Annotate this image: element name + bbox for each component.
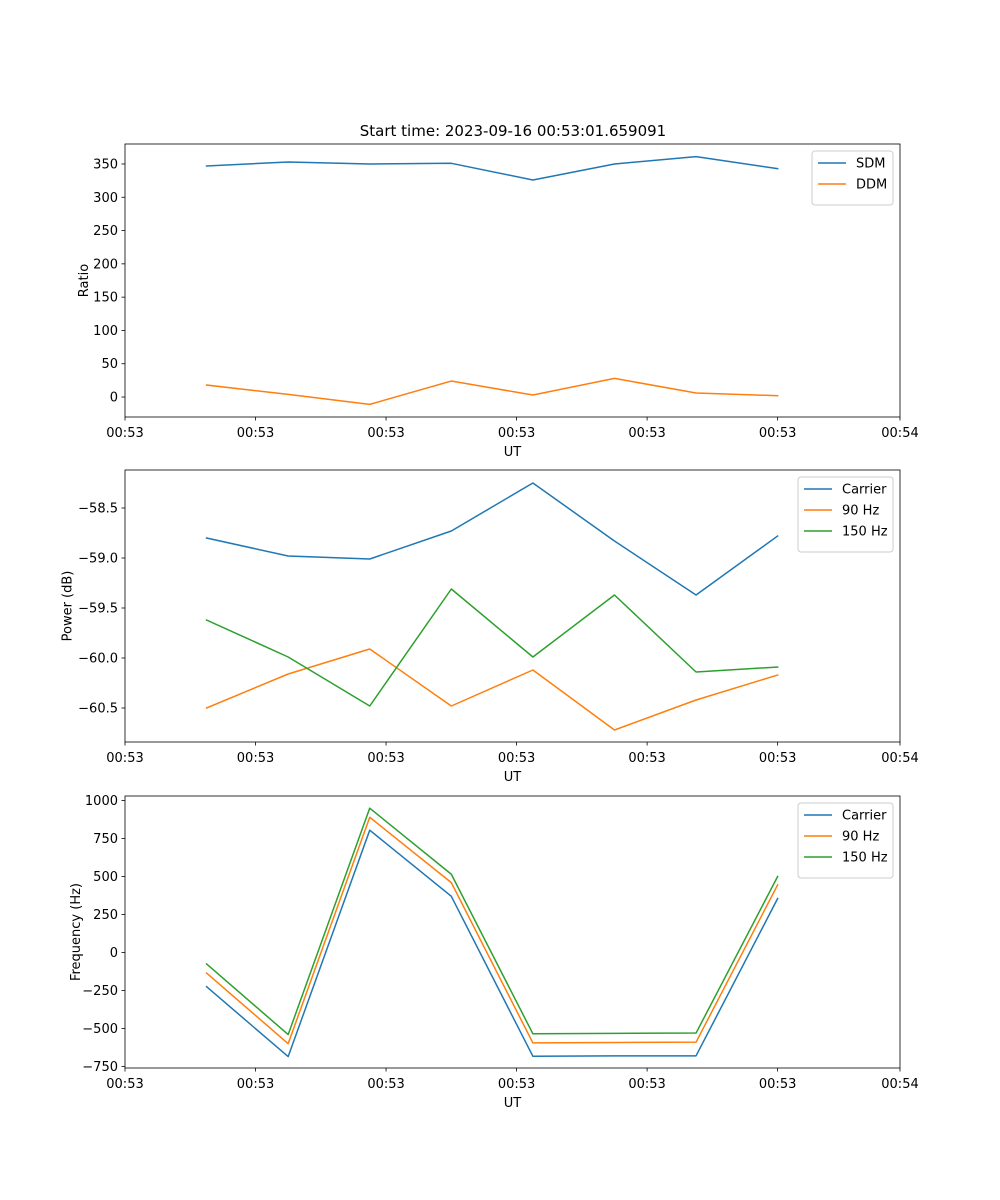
y-tick-label: 1000	[85, 794, 118, 809]
series-line-90-hz	[205, 648, 779, 731]
x-tick-label: 00:53	[106, 1077, 143, 1092]
x-tick-label: 00:53	[498, 751, 535, 766]
x-tick-label: 00:53	[106, 426, 143, 441]
subplot-3: 00:53 00:53 00:53 00:53 00:53 00:53 00:54 −750 −…	[69, 794, 919, 1111]
legend-box	[797, 476, 894, 553]
x-tick-label: 00:54	[881, 426, 918, 441]
x-tick-label: 00:54	[881, 1077, 918, 1092]
series-line-sdm	[205, 155, 779, 181]
y-tick-label: 100	[93, 324, 118, 339]
series-line-carrier	[205, 482, 779, 596]
x-tick-label: 00:53	[237, 426, 274, 441]
y-tick-label: 750	[93, 832, 118, 847]
x-tick-label: 00:53	[367, 751, 404, 766]
legend-box	[797, 802, 894, 879]
legend-label: 150 Hz	[842, 525, 888, 540]
figure-title: Start time: 2023-09-16 00:53:01.659091	[360, 122, 666, 140]
legend-label: SDM	[856, 157, 885, 172]
x-axis-label: UT	[504, 1096, 522, 1111]
y-tick-label: −500	[82, 1022, 118, 1037]
y-axis-label: Ratio	[77, 264, 92, 297]
x-tick-label: 00:53	[237, 751, 274, 766]
y-tick-label: 0	[110, 946, 118, 961]
y-tick-label: −59.0	[78, 552, 118, 567]
x-tick-label: 00:53	[367, 1077, 404, 1092]
legend-label: Carrier	[842, 809, 887, 824]
axes-frame	[124, 469, 901, 743]
y-tick-label: −60.5	[78, 702, 118, 717]
x-axis-label: UT	[504, 445, 522, 460]
x-tick-label: 00:53	[498, 426, 535, 441]
x-tick-label: 00:54	[881, 751, 918, 766]
legend-label: DDM	[856, 178, 887, 193]
subplot-1: 00:53 00:53 00:53 00:53 00:53 00:53 00:54 0 50 10…	[77, 143, 919, 460]
x-tick-label: 00:53	[628, 426, 665, 441]
y-tick-label: 0	[110, 391, 118, 406]
y-tick-label: −59.5	[78, 602, 118, 617]
legend: Carrier 90 Hz 150 Hz	[797, 476, 894, 553]
x-tick-label: 00:53	[759, 1077, 796, 1092]
y-tick-label: 500	[93, 870, 118, 885]
y-tick-label: 200	[93, 257, 118, 272]
series-line-150-hz	[205, 588, 779, 707]
legend-label: 90 Hz	[842, 830, 879, 845]
series-line-carrier	[205, 829, 779, 1058]
axes-frame	[124, 795, 901, 1069]
y-axis-label: Power (dB)	[61, 571, 76, 642]
y-tick-label: −58.5	[78, 502, 118, 517]
x-tick-label: 00:53	[628, 1077, 665, 1092]
legend-label: 150 Hz	[842, 851, 888, 866]
y-tick-label: −60.0	[78, 652, 118, 667]
y-tick-label: 250	[93, 224, 118, 239]
x-tick-label: 00:53	[367, 426, 404, 441]
series-line-150-hz	[205, 807, 779, 1036]
x-tick-label: 00:53	[759, 751, 796, 766]
legend: Carrier 90 Hz 150 Hz	[797, 802, 894, 879]
y-tick-label: 300	[93, 191, 118, 206]
subplot-2: 00:53 00:53 00:53 00:53 00:53 00:53 00:54 −60.5…	[61, 469, 919, 785]
x-tick-label: 00:53	[498, 1077, 535, 1092]
y-tick-label: −250	[82, 984, 118, 999]
x-tick-label: 00:53	[628, 751, 665, 766]
y-axis-label: Frequency (Hz)	[69, 883, 84, 981]
y-tick-label: 350	[93, 157, 118, 172]
legend-box	[811, 150, 894, 206]
x-axis-label: UT	[504, 770, 522, 785]
x-tick-label: 00:53	[759, 426, 796, 441]
axes-frame	[124, 143, 901, 418]
x-tick-label: 00:53	[106, 751, 143, 766]
y-tick-label: 50	[101, 357, 118, 372]
y-tick-label: 250	[93, 908, 118, 923]
series-line-90-hz	[205, 816, 779, 1045]
series-line-ddm	[205, 377, 779, 406]
y-tick-label: 150	[93, 291, 118, 306]
y-tick-label: −750	[82, 1060, 118, 1075]
x-tick-label: 00:53	[237, 1077, 274, 1092]
legend-label: Carrier	[842, 483, 887, 498]
legend-label: 90 Hz	[842, 504, 879, 519]
legend: SDM DDM	[811, 150, 894, 206]
